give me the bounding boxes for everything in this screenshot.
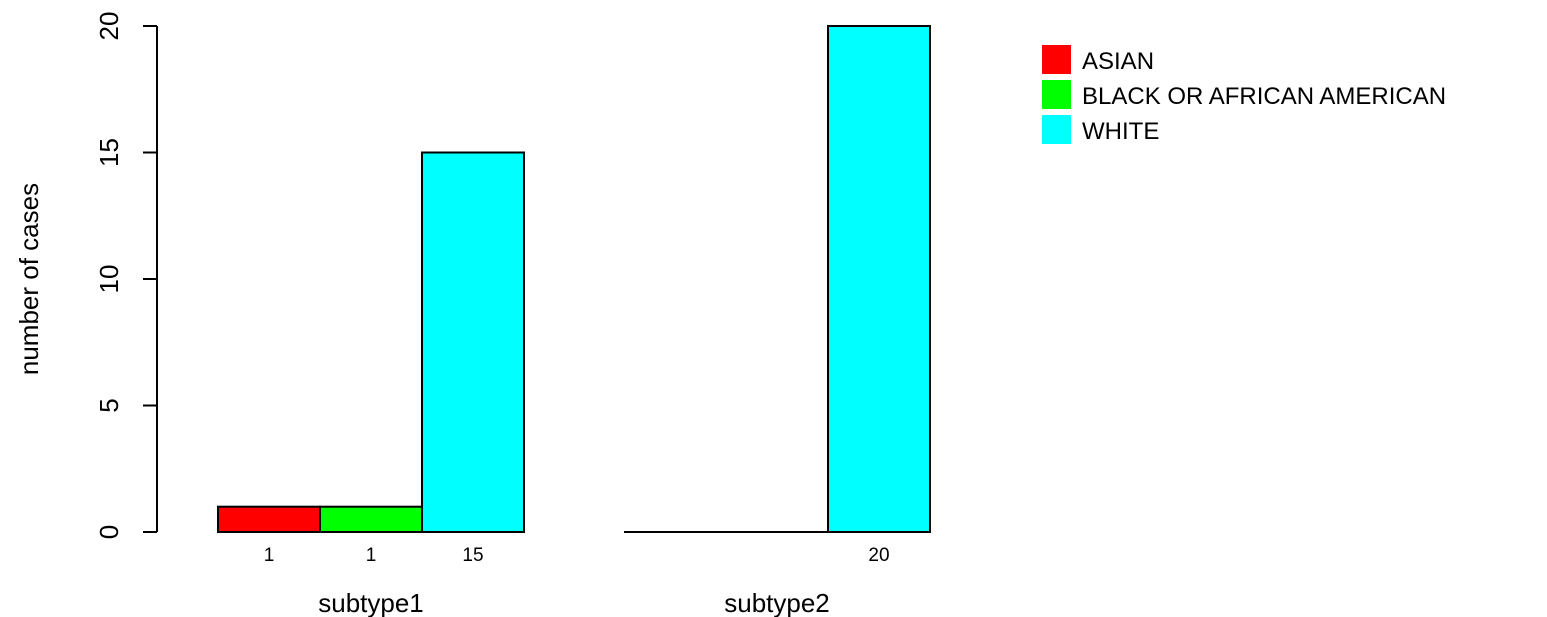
bar xyxy=(217,505,321,534)
bar xyxy=(421,151,525,533)
bar xyxy=(827,25,931,533)
y-axis-title: number of cases xyxy=(14,183,44,375)
legend-swatch xyxy=(1042,45,1071,74)
bars xyxy=(217,25,931,534)
bar-value-label: 1 xyxy=(264,545,275,566)
bar xyxy=(319,505,423,534)
bar-value-labels: 1 1 15 20 xyxy=(264,545,890,566)
y-tick-label: 20 xyxy=(94,12,124,41)
bar-value-label: 15 xyxy=(462,545,483,566)
y-tick-label: 0 xyxy=(94,525,124,539)
legend-swatch xyxy=(1042,115,1071,144)
legend: ASIAN BLACK OR AFRICAN AMERICAN WHITE xyxy=(1042,45,1446,145)
bar-value-label: 20 xyxy=(868,545,889,566)
y-axis: 0 5 10 15 20 xyxy=(94,12,158,539)
y-tick-label: 5 xyxy=(94,398,124,412)
bar-value-label: 1 xyxy=(366,545,377,566)
group-label: subtype2 xyxy=(724,588,830,617)
legend-swatch xyxy=(1042,80,1071,109)
legend-label: BLACK OR AFRICAN AMERICAN xyxy=(1082,83,1446,110)
group-label: subtype1 xyxy=(318,588,424,617)
y-tick-label: 10 xyxy=(94,265,124,294)
legend-label: WHITE xyxy=(1082,118,1159,145)
legend-label: ASIAN xyxy=(1082,48,1154,75)
y-tick-label: 15 xyxy=(94,138,124,167)
group-labels: subtype1 subtype2 xyxy=(318,588,830,617)
